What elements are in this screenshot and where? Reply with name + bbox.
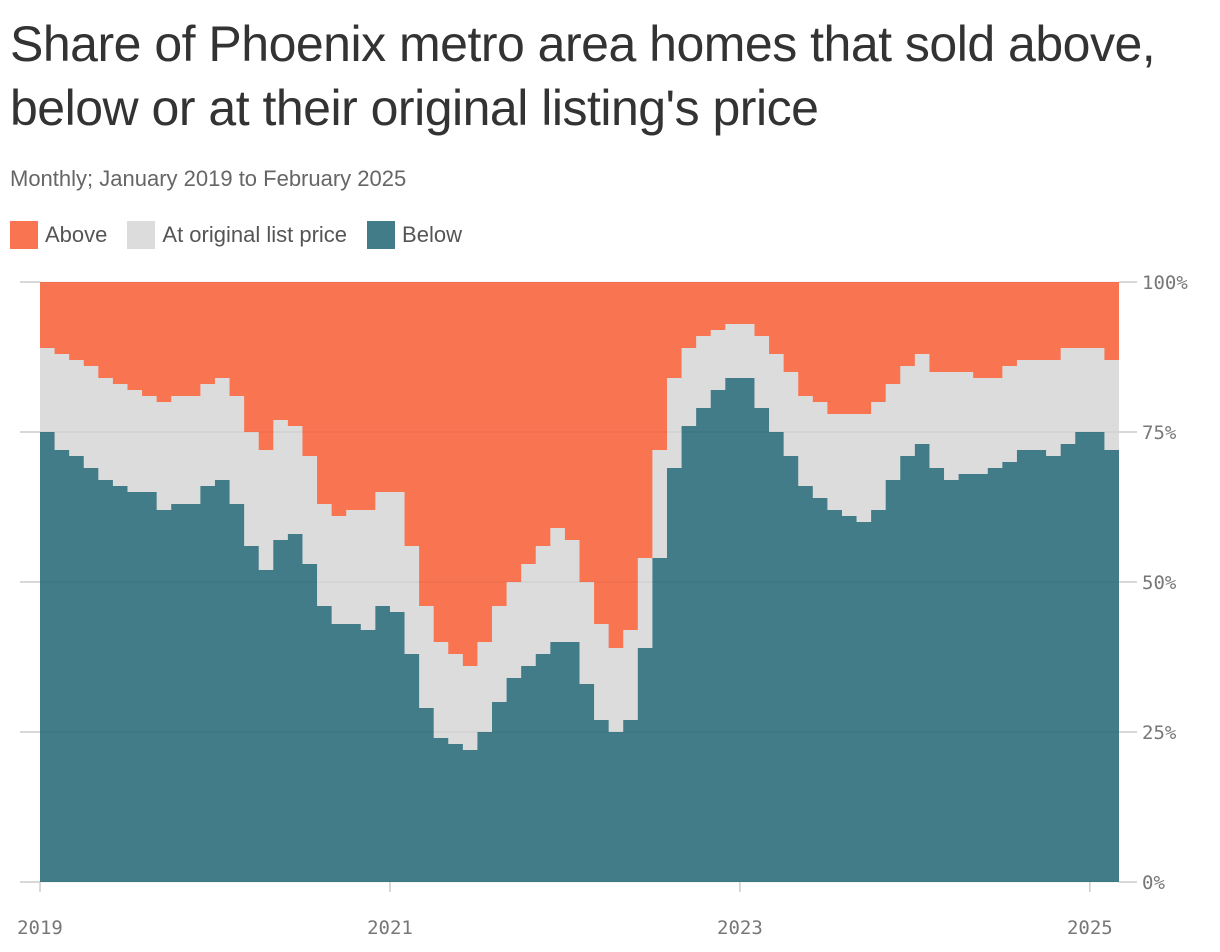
ytick-label: 0% xyxy=(1142,872,1165,894)
chart-title: Share of Phoenix metro area homes that s… xyxy=(10,16,1156,136)
ytick-label: 50% xyxy=(1142,572,1177,594)
legend-item-above: Above xyxy=(10,221,107,249)
ytick-label: 75% xyxy=(1142,422,1177,444)
ytick-label: 25% xyxy=(1142,722,1177,744)
legend-swatch-above xyxy=(10,221,38,249)
xtick-label: 2023 xyxy=(717,917,763,939)
series-below-area xyxy=(40,378,1119,882)
legend-item-at: At original list price xyxy=(127,221,347,249)
legend-label-above: Above xyxy=(45,222,108,247)
xtick-label: 2019 xyxy=(17,917,63,939)
legend-swatch-at xyxy=(127,221,156,249)
legend-item-below: Below xyxy=(367,221,462,249)
legend-label-at: At original list price xyxy=(162,222,348,247)
ytick-label: 100% xyxy=(1142,272,1188,294)
xtick-label: 2021 xyxy=(367,917,413,939)
legend: Above At original list price Below xyxy=(10,221,482,249)
chart-subtitle: Monthly; January 2019 to February 2025 xyxy=(10,166,407,191)
legend-label-below: Below xyxy=(402,222,462,247)
xtick-label: 2025 xyxy=(1067,917,1113,939)
legend-swatch-below xyxy=(367,221,396,249)
